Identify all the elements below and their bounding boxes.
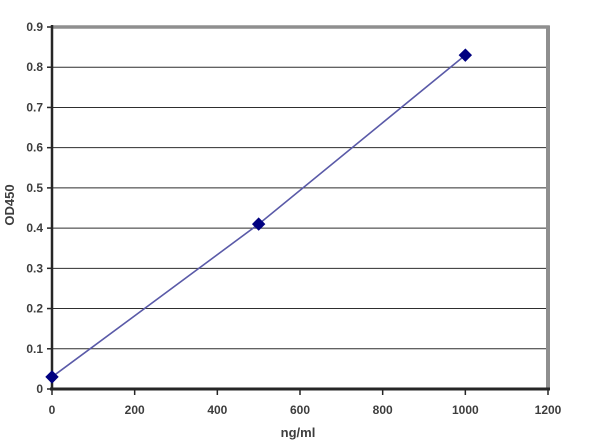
y-tick-label-0.2: 0.2 (26, 302, 43, 316)
y-tick-label-0.8: 0.8 (26, 60, 43, 74)
y-tick-label-0.7: 0.7 (26, 100, 43, 114)
data-point-marker-0 (45, 370, 59, 384)
plot-border (51, 25, 550, 389)
data-point-marker-500 (251, 217, 266, 231)
x-tick-label-400: 400 (207, 403, 227, 417)
axes (50, 25, 550, 391)
y-tick-label-0: 0 (36, 382, 43, 396)
y-tick-label-0.1: 0.1 (26, 342, 43, 356)
y-tick-label-0.9: 0.9 (26, 20, 43, 34)
y-tick-label-0.3: 0.3 (26, 261, 43, 275)
series-line (51, 54, 466, 378)
gridlines (52, 26, 548, 390)
x-axis-tick-labels: 0 200 400 600 800 1000 1200 (49, 403, 562, 417)
data-point-marker-1000 (458, 48, 473, 62)
y-axis-tick-labels: 0 0.1 0.2 0.3 0.4 0.5 0.6 0.7 0.8 0.9 (26, 20, 43, 396)
y-tick-label-0.4: 0.4 (26, 221, 43, 235)
x-axis-title: ng/ml (281, 425, 316, 440)
x-tick-label-600: 600 (290, 403, 310, 417)
x-tick-label-800: 800 (373, 403, 393, 417)
y-axis-title: OD450 (2, 184, 17, 225)
y-tick-label-0.5: 0.5 (26, 181, 43, 195)
axis-ticks (47, 26, 549, 395)
x-tick-label-1200: 1200 (535, 403, 562, 417)
x-tick-label-0: 0 (49, 403, 56, 417)
data-series (45, 48, 473, 384)
x-tick-label-1000: 1000 (452, 403, 479, 417)
x-tick-label-200: 200 (125, 403, 145, 417)
y-tick-label-0.6: 0.6 (26, 141, 43, 155)
